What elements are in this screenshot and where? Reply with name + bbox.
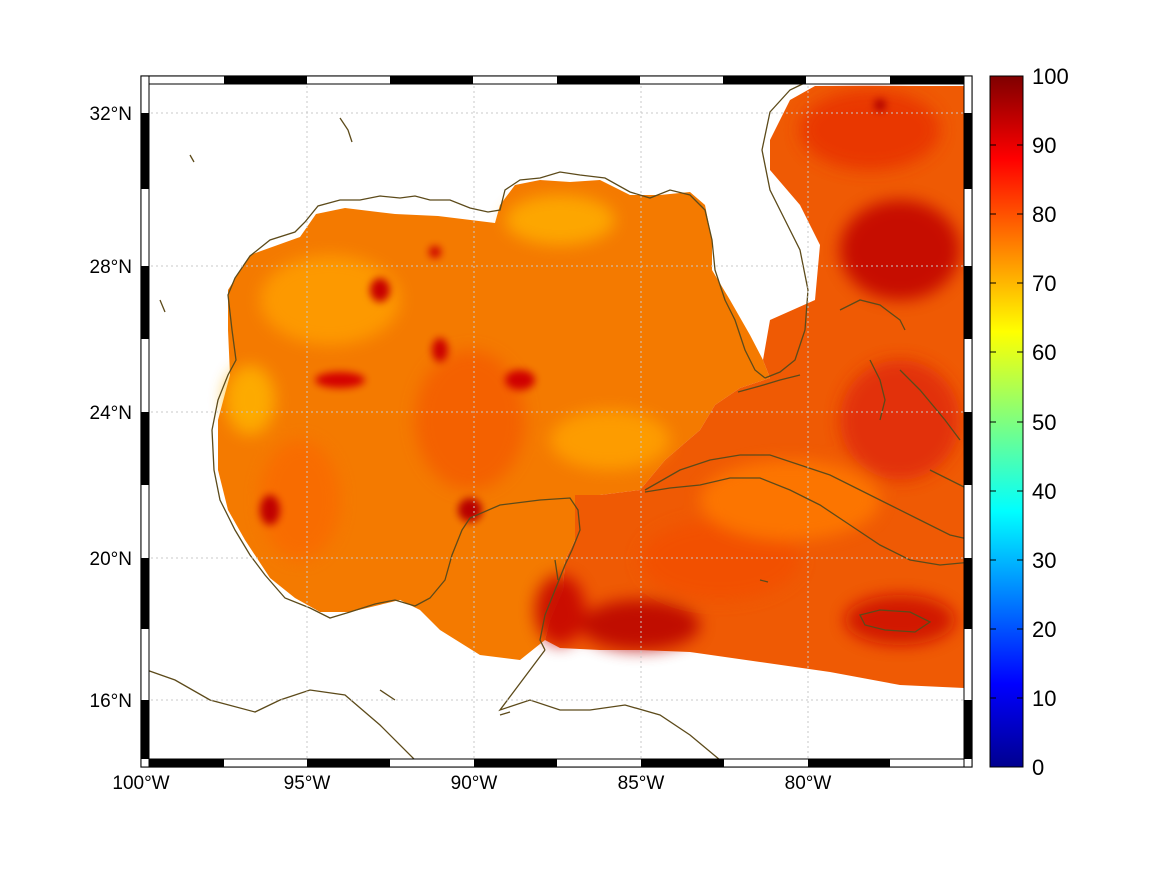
colorbar-tick-label: 30	[1032, 548, 1056, 573]
lon-label: 80°W	[785, 773, 832, 794]
colorbar: 100 90 80 70 60 50 40 30 20 10 0	[989, 64, 1069, 780]
cuba-coast	[644, 454, 973, 566]
lon-label: 95°W	[284, 773, 331, 794]
lat-label: 24°N	[90, 403, 132, 424]
jamaica-coast	[859, 609, 932, 633]
colorbar-ticks	[990, 144, 1023, 699]
lat-label: 28°N	[90, 257, 132, 278]
lat-label: 20°N	[90, 549, 132, 570]
colorbar-tick-label: 50	[1032, 410, 1056, 435]
colorbar-tick-label: 60	[1032, 340, 1056, 365]
colorbar-tick-label: 80	[1032, 202, 1056, 227]
map-frame	[140, 75, 973, 768]
colorbar-tick-label: 20	[1032, 617, 1056, 642]
colorbar-tick-label: 90	[1032, 133, 1056, 158]
islands-small	[159, 117, 769, 716]
lon-labels: 100°W 95°W 90°W 85°W 80°W	[112, 773, 831, 794]
colorbar-tick-label: 70	[1032, 271, 1056, 296]
central-america-coast	[140, 649, 721, 766]
lon-label: 85°W	[618, 773, 665, 794]
coastlines	[140, 77, 973, 766]
colorbar-tick-label: 40	[1032, 479, 1056, 504]
lat-labels: 32°N 28°N 24°N 20°N 16°N	[90, 104, 132, 712]
gridlines	[141, 76, 972, 767]
lon-label: 100°W	[112, 773, 169, 794]
lat-label: 32°N	[90, 104, 132, 125]
gulf-coast	[211, 77, 816, 651]
lon-label: 90°W	[451, 773, 498, 794]
bahamas-coast	[839, 299, 971, 491]
lat-label: 16°N	[90, 691, 132, 712]
colorbar-tick-label: 10	[1032, 686, 1056, 711]
florida-keys	[737, 374, 801, 393]
colorbar-tick-label: 0	[1032, 755, 1044, 780]
colorbar-tick-label: 100	[1032, 64, 1069, 89]
